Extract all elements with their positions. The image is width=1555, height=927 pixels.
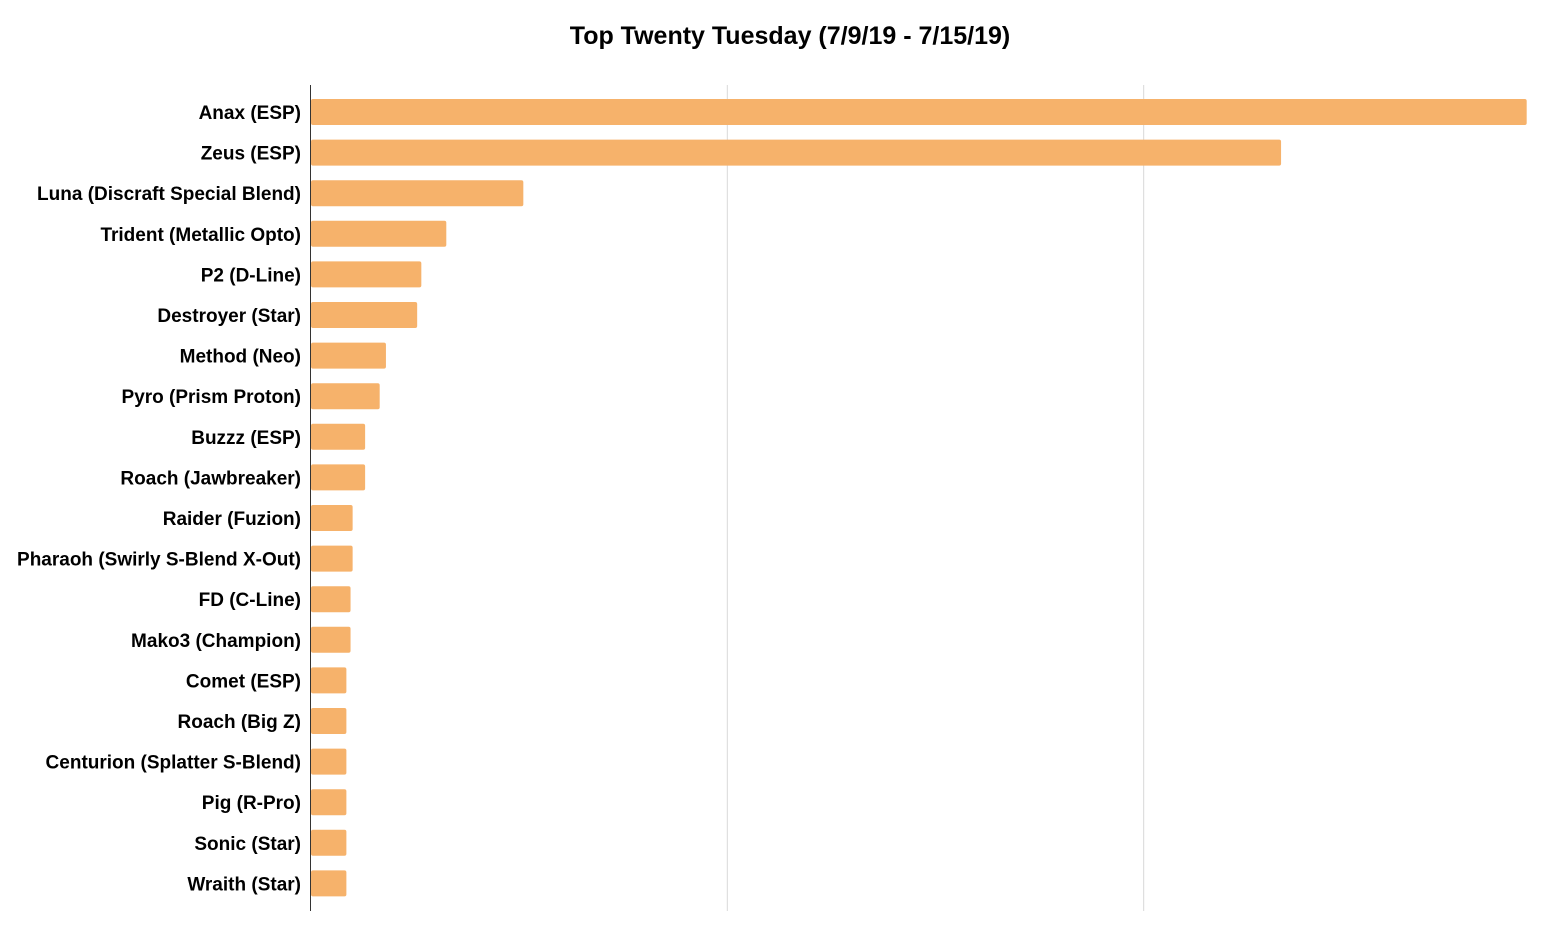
category-label: Pig (R-Pro) bbox=[202, 793, 301, 814]
bar bbox=[311, 342, 386, 369]
bar bbox=[311, 829, 347, 856]
category-label: Raider (Fuzion) bbox=[163, 509, 301, 530]
category-label: Destroyer (Star) bbox=[157, 306, 301, 327]
category-label: P2 (D-Line) bbox=[201, 265, 301, 286]
bar bbox=[311, 220, 447, 247]
bar bbox=[311, 99, 1527, 125]
bar bbox=[311, 464, 366, 491]
bar bbox=[311, 545, 353, 572]
category-label: Luna (Discraft Special Blend) bbox=[37, 184, 301, 205]
bar bbox=[311, 383, 380, 410]
category-label: Pharaoh (Swirly S-Blend X-Out) bbox=[17, 550, 301, 571]
bar bbox=[311, 789, 347, 816]
category-label: Centurion (Splatter S-Blend) bbox=[46, 753, 301, 774]
category-label: FD (C-Line) bbox=[199, 590, 301, 611]
bar bbox=[311, 748, 347, 775]
bar bbox=[311, 302, 418, 328]
category-label: Roach (Big Z) bbox=[178, 712, 302, 733]
category-label: Mako3 (Champion) bbox=[131, 631, 301, 652]
bar bbox=[311, 423, 366, 450]
bar bbox=[311, 505, 353, 531]
category-label: Wraith (Star) bbox=[187, 874, 301, 895]
category-label: Pyro (Prism Proton) bbox=[122, 387, 301, 408]
category-label: Roach (Jawbreaker) bbox=[120, 468, 301, 489]
bars bbox=[311, 99, 1527, 897]
bar bbox=[311, 586, 351, 613]
category-label: Buzzz (ESP) bbox=[191, 428, 301, 449]
bar bbox=[311, 626, 351, 653]
category-label: Zeus (ESP) bbox=[201, 144, 301, 165]
bar bbox=[311, 667, 347, 694]
bar bbox=[311, 708, 347, 734]
category-label: Sonic (Star) bbox=[194, 834, 301, 855]
category-label: Anax (ESP) bbox=[199, 103, 301, 124]
category-label: Comet (ESP) bbox=[186, 671, 301, 692]
category-labels: Anax (ESP) Zeus (ESP) Luna (Discraft Speci… bbox=[17, 103, 301, 895]
chart-title: Top Twenty Tuesday (7/9/19 - 7/15/19) bbox=[570, 22, 1010, 50]
gridlines bbox=[726, 85, 1145, 911]
bar bbox=[311, 180, 524, 207]
category-label: Trident (Metallic Opto) bbox=[100, 225, 301, 246]
category-label: Method (Neo) bbox=[180, 347, 301, 368]
bar bbox=[311, 261, 422, 288]
bar bbox=[311, 139, 1282, 166]
bar bbox=[311, 870, 347, 897]
